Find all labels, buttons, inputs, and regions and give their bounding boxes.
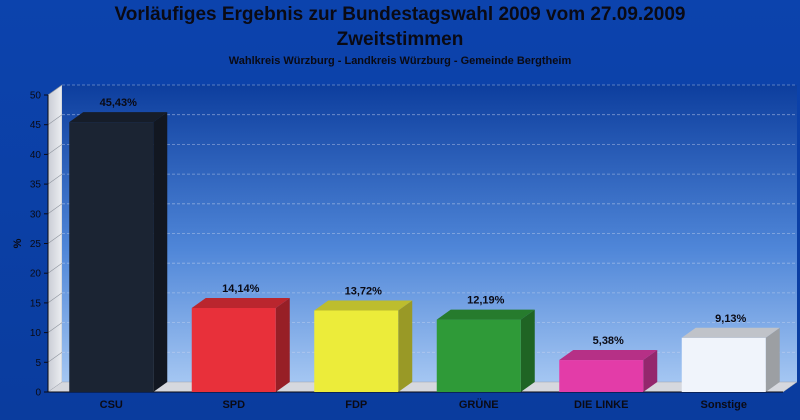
y-tick-label: 30 — [30, 209, 42, 220]
x-tick-label: GRÜNE — [459, 398, 499, 411]
chart-title-line2: Zweitstimmen — [336, 29, 464, 50]
y-tick-label: 50 — [30, 91, 42, 102]
bar-side — [765, 327, 780, 392]
bar-side — [643, 350, 658, 392]
bar-front — [559, 360, 644, 392]
bar-top — [69, 112, 168, 123]
bar-top — [191, 298, 290, 309]
data-label: 5,38% — [593, 335, 624, 347]
bar-grüne — [436, 309, 535, 392]
bar-csu — [69, 112, 168, 392]
y-tick-label: 15 — [30, 298, 42, 309]
bar-fdp — [314, 300, 413, 392]
x-tick-label: CSU — [100, 399, 123, 411]
bar-front — [681, 337, 766, 392]
bar-sonstige — [681, 327, 780, 392]
labels: 45,43% CSU 14,14% SPD 13,72% FDP 12,19% GRÜNE 5,… — [100, 97, 747, 411]
y-tick-label: 0 — [35, 388, 41, 399]
bar-front — [436, 319, 521, 392]
y-axis: 0 5 10 15 20 25 30 35 40 45 50% — [12, 91, 783, 399]
wall-gridline — [47, 292, 63, 304]
bar-side — [275, 298, 290, 392]
data-label: 14,14% — [222, 283, 260, 295]
bar-top — [314, 300, 413, 311]
wall-gridline — [47, 203, 63, 215]
data-label: 9,13% — [715, 313, 746, 325]
bar-front — [314, 310, 399, 392]
bar-spd — [191, 298, 290, 392]
wall-gridline — [47, 144, 63, 155]
bar-top — [559, 350, 658, 361]
x-tick-label: Sonstige — [701, 399, 747, 411]
bar-side — [153, 112, 168, 392]
wall-gridline — [47, 173, 63, 185]
y-tick-label: 35 — [30, 180, 42, 191]
y-tick-label: 45 — [30, 120, 42, 131]
bar-front — [191, 308, 276, 392]
data-label: 12,19% — [467, 295, 505, 307]
bar-top — [681, 327, 780, 338]
y-tick-label: 40 — [30, 150, 42, 161]
y-axis-label: % — [12, 238, 24, 248]
wall-gridline — [47, 233, 63, 244]
wall-gridline — [47, 352, 63, 363]
wall-gridline — [47, 322, 63, 333]
x-tick-label: DIE LINKE — [574, 399, 628, 411]
y-tick-label: 20 — [30, 269, 42, 280]
y-tick-label: 5 — [35, 358, 41, 369]
data-label: 13,72% — [345, 286, 383, 298]
x-tick-label: FDP — [345, 399, 367, 411]
data-label: 45,43% — [100, 97, 138, 109]
chart-title: Vorläufiges Ergebnis zur Bundestagswahl … — [114, 4, 686, 25]
chart-subtitle: Wahlkreis Würzburg - Landkreis Würzburg … — [228, 55, 572, 67]
x-tick-label: SPD — [222, 399, 245, 411]
bar-front — [69, 122, 154, 392]
y-tick-label: 10 — [30, 328, 42, 339]
bar-top — [436, 309, 535, 320]
bars — [69, 112, 780, 392]
y-tick-label: 25 — [30, 239, 42, 250]
wall-gridline — [47, 262, 63, 274]
bar-side — [398, 300, 413, 392]
wall-gridline — [47, 114, 63, 125]
bar-side — [520, 309, 535, 392]
bar-die-linke — [559, 350, 658, 392]
wall-gridline — [47, 84, 63, 96]
